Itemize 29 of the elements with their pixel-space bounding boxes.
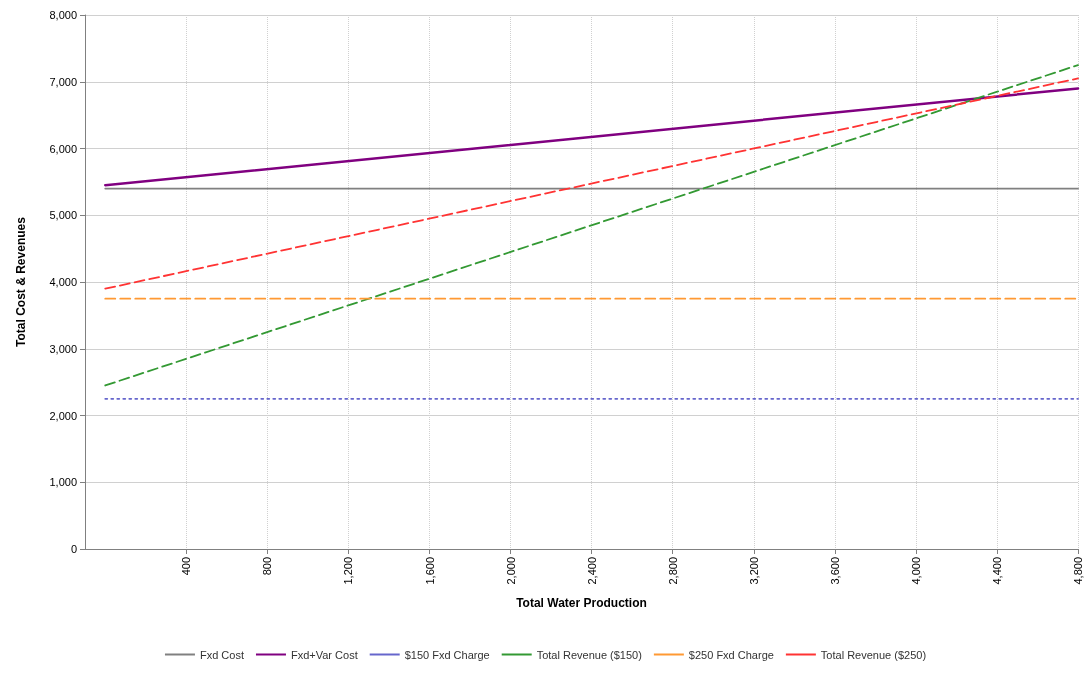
x-tick-label: 2,000 <box>504 557 517 585</box>
y-tick-label: 6,000 <box>49 142 77 155</box>
y-tick-label: 4,000 <box>49 276 77 288</box>
x-tick-label: 2,800 <box>666 557 679 585</box>
y-tick-label: 8,000 <box>49 9 77 21</box>
y-tick-label: 3,000 <box>49 342 77 355</box>
legend-label: $250 Fxd Charge <box>688 648 774 661</box>
x-tick-label: 4,400 <box>990 557 1003 585</box>
x-tick-label: 3,600 <box>828 557 841 585</box>
y-tick-label: 2,000 <box>49 409 77 422</box>
x-tick-label: 4,800 <box>1072 557 1084 585</box>
y-tick-label: 1,000 <box>49 476 77 489</box>
x-tick-label: 800 <box>261 557 274 576</box>
y-axis-title: Total Cost & Revenues <box>14 216 28 347</box>
x-tick-label: 4,000 <box>909 557 922 585</box>
x-tick-label: 400 <box>180 557 193 576</box>
legend-label: Total Revenue ($150) <box>536 648 642 661</box>
x-tick-label: 2,400 <box>585 557 598 585</box>
legend-label: Fxd Cost <box>199 648 244 661</box>
x-tick-label: 1,600 <box>423 557 436 585</box>
y-tick-label: 0 <box>70 543 77 555</box>
x-tick-label: 1,200 <box>342 557 355 585</box>
legend-label: Fxd+Var Cost <box>290 648 358 661</box>
y-tick-label: 5,000 <box>49 209 77 222</box>
legend-label: $150 Fxd Charge <box>404 648 490 661</box>
legend-label: Total Revenue ($250) <box>820 648 927 661</box>
x-axis-title: Total Water Production <box>516 596 647 610</box>
x-tick-label: 3,200 <box>747 557 760 585</box>
y-tick-label: 7,000 <box>49 75 77 88</box>
